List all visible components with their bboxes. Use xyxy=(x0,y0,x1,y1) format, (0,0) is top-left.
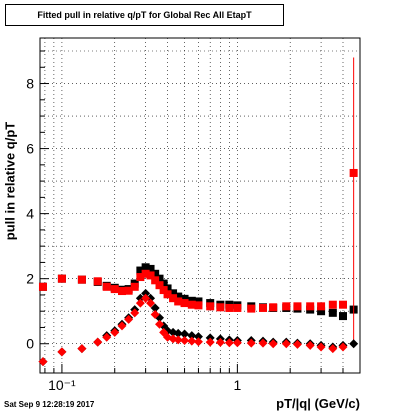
data-point-diamond xyxy=(193,332,203,342)
data-point-diamond xyxy=(292,339,302,349)
data-point-diamond xyxy=(173,335,183,345)
data-point-diamond xyxy=(150,309,160,319)
x-axis-label: pT/|q| (GeV/c) xyxy=(276,396,360,411)
data-point-square xyxy=(169,294,178,303)
data-point-square xyxy=(159,286,168,295)
x-tick-label: 10⁻¹ xyxy=(48,377,76,393)
data-point-square xyxy=(151,269,160,278)
data-point-square xyxy=(141,263,150,272)
data-point-square xyxy=(338,312,347,321)
data-point-square xyxy=(38,282,47,291)
data-point-square xyxy=(180,299,189,308)
data-point-diamond xyxy=(187,336,197,346)
data-point-diamond xyxy=(187,331,197,341)
data-point-diamond xyxy=(146,298,156,308)
data-point-diamond xyxy=(246,338,256,348)
data-point-diamond xyxy=(155,319,165,329)
data-point-diamond xyxy=(193,337,203,347)
timestamp-footer: Sat Sep 9 12:28:19 2017 xyxy=(4,400,95,409)
data-point-square xyxy=(130,282,139,291)
data-point-square xyxy=(187,300,196,309)
y-tick-label: 2 xyxy=(26,271,34,287)
data-point-diamond xyxy=(173,328,183,338)
data-point-square xyxy=(146,264,155,273)
chart-title: Fitted pull in relative q/pT for Global … xyxy=(5,4,284,26)
data-point-diamond xyxy=(215,337,225,347)
data-point-square xyxy=(225,303,234,312)
data-point-diamond xyxy=(135,298,145,308)
data-point-diamond xyxy=(258,338,268,348)
data-point-square xyxy=(146,271,155,280)
data-point-diamond xyxy=(130,308,140,318)
y-tick-label: 8 xyxy=(26,76,34,92)
data-point-diamond xyxy=(102,332,112,342)
data-point-square xyxy=(102,282,111,291)
y-tick-label: 6 xyxy=(26,141,34,157)
data-point-diamond xyxy=(232,338,242,348)
data-point-square xyxy=(317,302,326,311)
data-point-diamond xyxy=(224,338,234,348)
data-point-square xyxy=(233,303,242,312)
y-tick-label: 4 xyxy=(26,206,34,222)
data-point-square xyxy=(293,302,302,311)
data-point-diamond xyxy=(117,321,127,331)
data-point-square xyxy=(117,287,126,296)
data-point-square xyxy=(155,281,164,290)
data-point-square xyxy=(136,266,145,275)
data-point-diamond xyxy=(281,339,291,349)
data-point-square xyxy=(269,303,278,312)
data-point-diamond xyxy=(57,347,67,357)
y-tick-label: 0 xyxy=(26,336,34,352)
data-point-square xyxy=(338,300,347,309)
data-point-square xyxy=(141,269,150,278)
data-point-square xyxy=(282,302,291,311)
data-point-diamond xyxy=(349,339,359,349)
data-point-square xyxy=(328,308,337,317)
data-point-square xyxy=(259,303,268,312)
data-point-square xyxy=(163,290,172,299)
data-point-diamond xyxy=(110,327,120,337)
data-point-square xyxy=(349,168,358,177)
data-point-square xyxy=(216,303,225,312)
data-point-diamond xyxy=(338,342,348,352)
data-point-square xyxy=(317,307,326,316)
data-point-diamond xyxy=(150,303,160,313)
data-point-square xyxy=(206,302,215,311)
data-point-square xyxy=(110,285,119,294)
data-point-square xyxy=(180,294,189,303)
data-point-diamond xyxy=(77,344,87,354)
data-point-square xyxy=(174,292,183,301)
data-point-square xyxy=(247,304,256,313)
data-point-square xyxy=(306,302,315,311)
data-point-square xyxy=(328,300,337,309)
data-point-diamond xyxy=(124,314,134,324)
data-point-diamond xyxy=(38,357,48,367)
data-point-diamond xyxy=(316,342,326,352)
data-point-diamond xyxy=(146,293,156,303)
data-point-square xyxy=(57,274,66,283)
data-point-diamond xyxy=(268,339,278,349)
data-point-square xyxy=(124,286,133,295)
data-point-square xyxy=(159,279,168,288)
data-point-square xyxy=(151,276,160,285)
data-point-square xyxy=(155,274,164,283)
data-point-diamond xyxy=(141,288,151,298)
data-point-square xyxy=(77,275,86,284)
data-point-diamond xyxy=(328,344,338,354)
data-point-square xyxy=(93,277,102,286)
data-point-square xyxy=(174,297,183,306)
data-point-diamond xyxy=(135,293,145,303)
data-point-diamond xyxy=(180,335,190,345)
data-point-diamond xyxy=(180,329,190,339)
data-point-diamond xyxy=(141,293,151,303)
data-point-diamond xyxy=(305,340,315,350)
data-point-diamond xyxy=(93,337,103,347)
data-point-square xyxy=(136,273,145,282)
data-point-diamond xyxy=(205,337,215,347)
plot-frame xyxy=(39,37,361,374)
x-tick-label: 1 xyxy=(233,377,241,393)
data-point-square xyxy=(194,301,203,310)
data-point-square xyxy=(169,289,178,298)
